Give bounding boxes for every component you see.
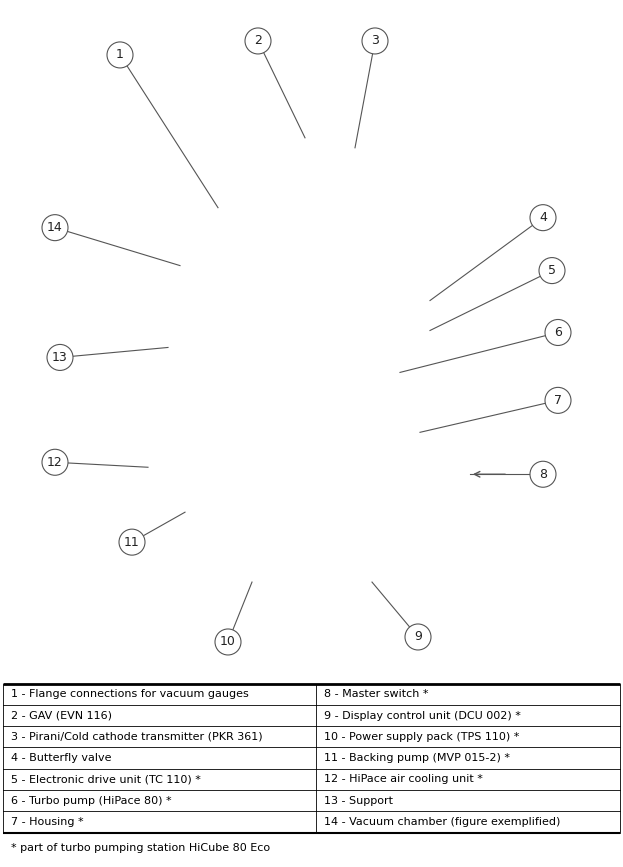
Ellipse shape xyxy=(245,28,271,54)
Ellipse shape xyxy=(545,319,571,345)
Ellipse shape xyxy=(530,205,556,231)
Text: 4: 4 xyxy=(539,212,547,225)
Ellipse shape xyxy=(107,42,133,68)
Text: 11 - Backing pump (MVP 015-2) *: 11 - Backing pump (MVP 015-2) * xyxy=(324,753,510,763)
Text: 5 - Electronic drive unit (TC 110) *: 5 - Electronic drive unit (TC 110) * xyxy=(11,774,201,785)
Ellipse shape xyxy=(405,624,431,650)
Text: 13 - Support: 13 - Support xyxy=(324,796,393,805)
Text: 7: 7 xyxy=(554,394,562,407)
Ellipse shape xyxy=(545,388,571,414)
Text: 12: 12 xyxy=(47,456,63,469)
Text: 2 - GAV (EVN 116): 2 - GAV (EVN 116) xyxy=(11,711,112,720)
Text: 7 - Housing *: 7 - Housing * xyxy=(11,817,83,827)
Text: 6: 6 xyxy=(554,326,562,339)
Text: 6 - Turbo pump (HiPace 80) *: 6 - Turbo pump (HiPace 80) * xyxy=(11,796,171,805)
Text: 14 - Vacuum chamber (figure exemplified): 14 - Vacuum chamber (figure exemplified) xyxy=(324,817,560,827)
Ellipse shape xyxy=(539,257,565,284)
Text: 8 - Master switch *: 8 - Master switch * xyxy=(324,689,429,700)
Ellipse shape xyxy=(47,344,73,370)
Text: 9 - Display control unit (DCU 002) *: 9 - Display control unit (DCU 002) * xyxy=(324,711,521,720)
Text: 10 - Power supply pack (TPS 110) *: 10 - Power supply pack (TPS 110) * xyxy=(324,732,520,742)
Text: 3 - Pirani/Cold cathode transmitter (PKR 361): 3 - Pirani/Cold cathode transmitter (PKR… xyxy=(11,732,262,742)
Text: 11: 11 xyxy=(124,536,140,549)
Text: 8: 8 xyxy=(539,468,547,480)
Text: 3: 3 xyxy=(371,35,379,48)
Text: 12 - HiPace air cooling unit *: 12 - HiPace air cooling unit * xyxy=(324,774,483,785)
Ellipse shape xyxy=(362,28,388,54)
Text: * part of turbo pumping station HiCube 80 Eco: * part of turbo pumping station HiCube 8… xyxy=(11,843,270,852)
Text: 1 - Flange connections for vacuum gauges: 1 - Flange connections for vacuum gauges xyxy=(11,689,249,700)
Text: 10: 10 xyxy=(220,636,236,649)
Ellipse shape xyxy=(42,449,68,475)
Text: 4 - Butterfly valve: 4 - Butterfly valve xyxy=(11,753,111,763)
Ellipse shape xyxy=(42,215,68,241)
Text: 9: 9 xyxy=(414,630,422,643)
Text: 14: 14 xyxy=(47,221,63,234)
Text: 1: 1 xyxy=(116,49,124,62)
Text: 2: 2 xyxy=(254,35,262,48)
Text: 13: 13 xyxy=(52,351,68,364)
Ellipse shape xyxy=(215,629,241,655)
Ellipse shape xyxy=(119,529,145,555)
Text: 5: 5 xyxy=(548,264,556,277)
Ellipse shape xyxy=(530,461,556,487)
